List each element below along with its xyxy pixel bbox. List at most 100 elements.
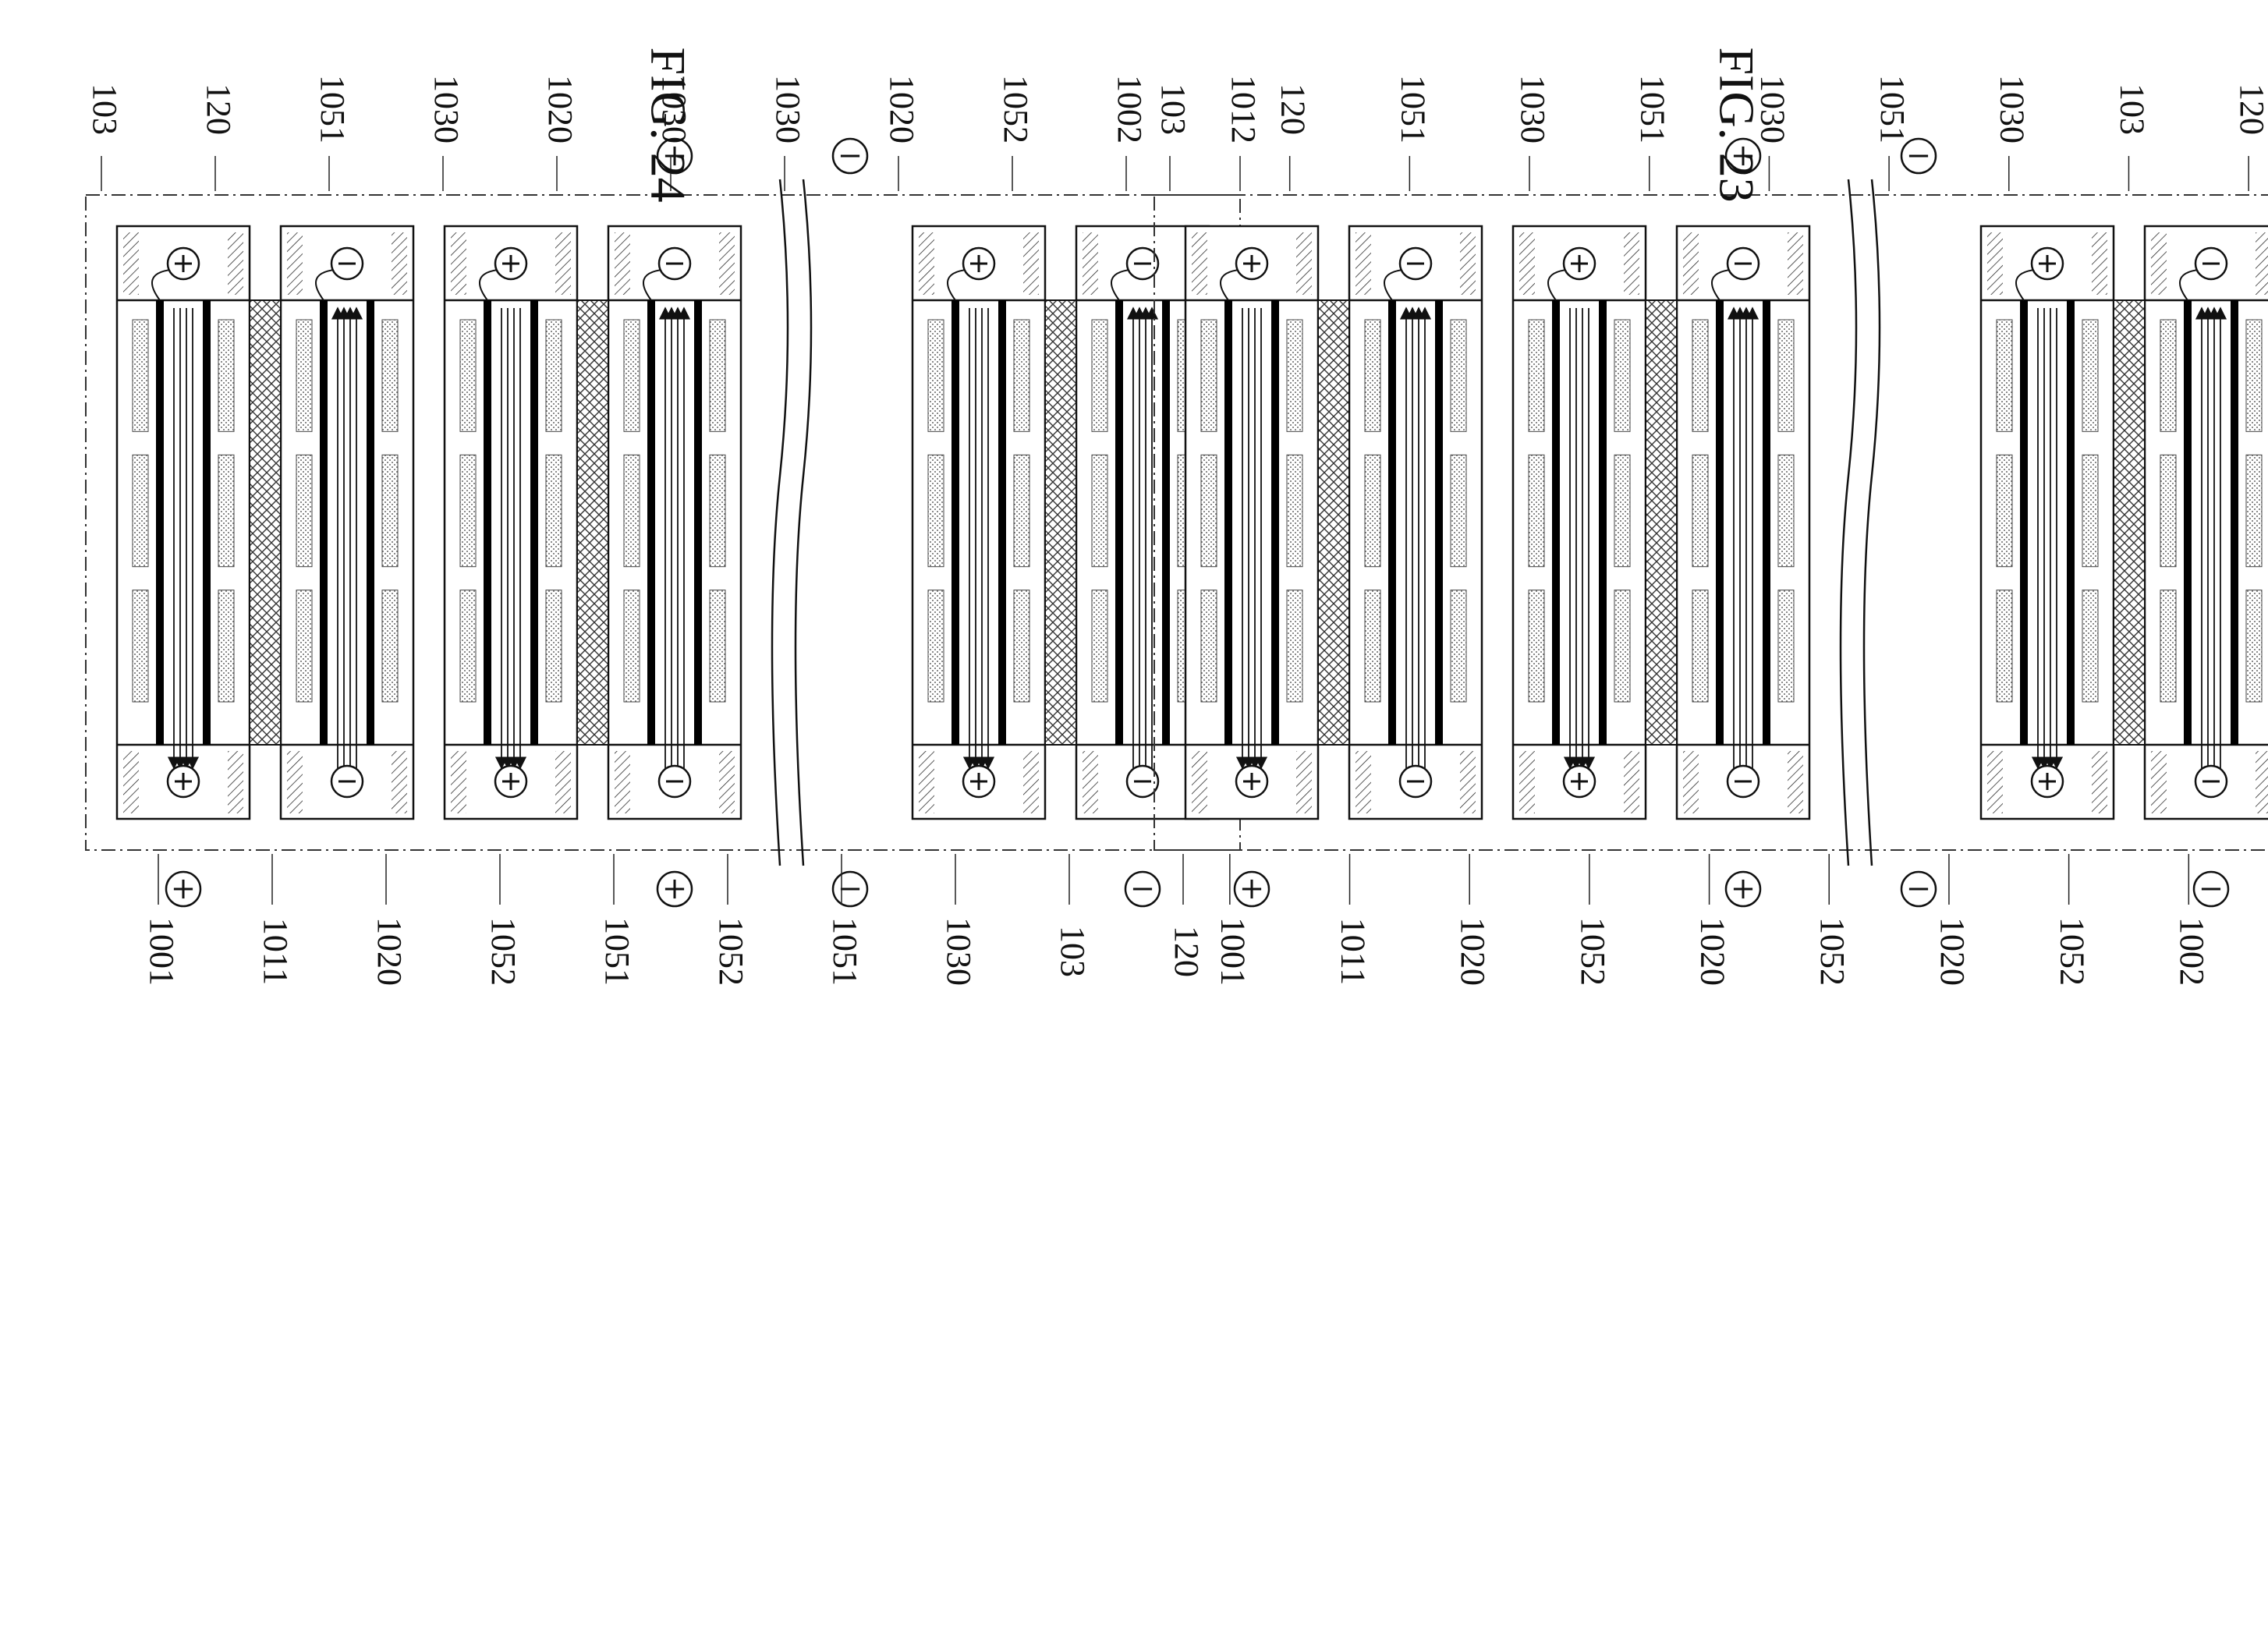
battery-cell-unit: −− [281, 226, 413, 819]
collector-hatch [555, 232, 571, 295]
reference-label: 1052 [1813, 917, 1852, 986]
electrode-strip [928, 590, 944, 702]
collector-hatch [1987, 232, 2003, 295]
electrode-strip [1778, 320, 1794, 431]
collector-hatch [919, 232, 934, 295]
external-terminal: − [1901, 868, 1938, 906]
reference-label: 120 [2233, 83, 2268, 135]
reference-label: 1012 [1224, 75, 1263, 143]
electrode-strip [710, 590, 725, 702]
battery-cell-unit: ++ [1185, 226, 1318, 819]
electrode-strip [546, 320, 562, 431]
collector-hatch [228, 751, 243, 813]
collector-hatch [2256, 751, 2268, 813]
electrode-strip [1014, 320, 1029, 431]
reference-label: 1002 [2173, 917, 2211, 986]
collector-hatch [2092, 232, 2107, 295]
electrode-strip [1529, 320, 1544, 431]
reference-label: 103 [1154, 83, 1192, 135]
collector-hatch [1083, 232, 1098, 295]
electrode-strip [1778, 590, 1794, 702]
figure-fig24: ++−−++−−++−−+++−−−1031001120101110511020… [86, 47, 1263, 986]
electrode-strip [1451, 455, 1466, 566]
electrode-strip [218, 320, 234, 431]
electrode-strip [133, 455, 148, 566]
electrode-strip [2246, 320, 2262, 431]
electrode-strip [460, 455, 476, 566]
electrode-strip [1014, 455, 1029, 566]
collector-hatch [1519, 232, 1535, 295]
external-terminal: + [657, 868, 694, 906]
electrode-strip [2246, 455, 2262, 566]
external-terminal: − [2194, 868, 2231, 906]
electrode-strip [460, 320, 476, 431]
collector-hatch [1192, 232, 1207, 295]
electrode-strip [710, 320, 725, 431]
electrode-strip [1365, 455, 1380, 566]
reference-label: 1051 [1634, 75, 1672, 143]
collector-hatch [1023, 232, 1039, 295]
collector-hatch [228, 232, 243, 295]
electrode-strip [1365, 590, 1380, 702]
break-line [1864, 179, 1880, 866]
reference-label: 1020 [370, 917, 409, 986]
collector-hatch [1683, 751, 1699, 813]
electrode-strip [1997, 590, 2012, 702]
battery-cell-unit: ++ [445, 226, 577, 819]
collector-hatch [1192, 751, 1207, 813]
collector-hatch [392, 232, 407, 295]
collector-hatch [1296, 751, 1312, 813]
reference-label: 1011 [257, 918, 295, 985]
electrode-strip [1092, 590, 1107, 702]
battery-cell-unit: −− [1349, 226, 1482, 819]
break-line [796, 179, 811, 866]
battery-cell-unit: −− [608, 226, 741, 819]
electrode-strip [218, 455, 234, 566]
figure-title: FIG. 23 [1709, 47, 1764, 202]
electrode-strip [1692, 455, 1708, 566]
electrode-strip [2160, 455, 2176, 566]
electrode-strip [1201, 455, 1217, 566]
electrode-strip [133, 320, 148, 431]
external-terminal: − [833, 135, 870, 173]
electrode-strip [382, 455, 398, 566]
collector-hatch [919, 751, 934, 813]
collector-hatch [287, 232, 303, 295]
electrode-strip [382, 320, 398, 431]
reference-label: 1052 [484, 917, 523, 986]
collector-hatch [2151, 751, 2167, 813]
electrode-strip [1614, 455, 1630, 566]
reference-label: 1030 [940, 917, 978, 986]
reference-label: 103 [86, 83, 124, 135]
reference-label: 1051 [826, 917, 864, 986]
reference-label: 1020 [883, 75, 921, 143]
electrode-strip [710, 455, 725, 566]
electrode-strip [1451, 590, 1466, 702]
collector-hatch [1023, 751, 1039, 813]
insulator-1020 [577, 300, 608, 745]
external-terminal: + [1726, 868, 1763, 906]
reference-label: 120 [1274, 83, 1313, 135]
reference-label: 1020 [1933, 917, 1972, 986]
collector-hatch [1683, 232, 1699, 295]
electrode-strip [2082, 455, 2098, 566]
electrode-strip [546, 590, 562, 702]
electrode-strip [1614, 320, 1630, 431]
reference-label: 1002 [1111, 75, 1149, 143]
collector-hatch [2151, 232, 2167, 295]
reference-label: 1011 [1334, 918, 1372, 985]
electrode-strip [133, 590, 148, 702]
electrode-strip [2160, 320, 2176, 431]
electrode-strip [1692, 590, 1708, 702]
electrode-strip [460, 590, 476, 702]
reference-label: 1001 [1214, 917, 1253, 986]
insulator-1020 [1045, 300, 1076, 745]
insulator-1020 [2114, 300, 2145, 745]
collector-hatch [1083, 751, 1098, 813]
electrode-strip [624, 590, 640, 702]
electrode-strip [1287, 320, 1302, 431]
collector-hatch [615, 232, 630, 295]
collector-hatch [1788, 751, 1803, 813]
break-line [772, 179, 788, 866]
electrode-strip [296, 320, 312, 431]
